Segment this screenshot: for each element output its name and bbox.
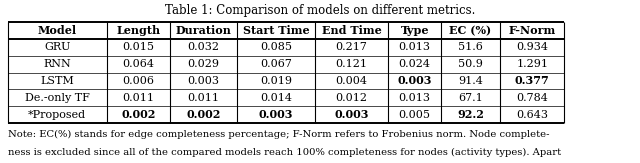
Text: 0.006: 0.006 [122,76,154,86]
Text: Length: Length [116,25,160,36]
Text: *Proposed: *Proposed [28,110,86,120]
Text: 0.643: 0.643 [516,110,548,120]
Text: 0.784: 0.784 [516,93,548,103]
Text: 67.1: 67.1 [458,93,483,103]
Text: End Time: End Time [322,25,381,36]
Text: 0.032: 0.032 [187,42,219,52]
Text: 0.012: 0.012 [336,93,367,103]
Text: 0.121: 0.121 [336,59,367,69]
Text: Type: Type [401,25,429,36]
Text: 0.015: 0.015 [122,42,154,52]
Text: 0.217: 0.217 [336,42,367,52]
Text: Start Time: Start Time [243,25,309,36]
Text: GRU: GRU [44,42,70,52]
Text: 0.002: 0.002 [121,109,156,120]
Text: 0.005: 0.005 [399,110,431,120]
Text: 0.011: 0.011 [187,93,219,103]
Text: LSTM: LSTM [40,76,74,86]
Text: 0.029: 0.029 [187,59,219,69]
Text: 0.002: 0.002 [186,109,220,120]
Text: 0.934: 0.934 [516,42,548,52]
Text: De.-only TF: De.-only TF [25,93,90,103]
Text: F-Norm: F-Norm [509,25,556,36]
Text: 1.291: 1.291 [516,59,548,69]
Text: 0.064: 0.064 [122,59,154,69]
Text: EC (%): EC (%) [449,25,492,36]
Text: Note: EC(%) stands for edge completeness percentage; F-Norm refers to Frobenius : Note: EC(%) stands for edge completeness… [8,130,549,139]
Text: 0.014: 0.014 [260,93,292,103]
Text: 92.2: 92.2 [457,109,484,120]
Text: 0.003: 0.003 [397,75,432,86]
Text: 0.003: 0.003 [259,109,293,120]
Text: 0.085: 0.085 [260,42,292,52]
Text: 0.013: 0.013 [399,42,431,52]
Text: 0.003: 0.003 [335,109,369,120]
Text: Duration: Duration [175,25,231,36]
Text: ness is excluded since all of the compared models reach 100% completeness for no: ness is excluded since all of the compar… [8,148,561,157]
Text: 0.019: 0.019 [260,76,292,86]
Text: 0.011: 0.011 [122,93,154,103]
Text: 0.003: 0.003 [187,76,219,86]
Text: 0.067: 0.067 [260,59,292,69]
Text: RNN: RNN [44,59,71,69]
Text: 50.9: 50.9 [458,59,483,69]
Text: Table 1: Comparison of models on different metrics.: Table 1: Comparison of models on differe… [165,4,475,17]
Text: Model: Model [38,25,77,36]
Text: 0.377: 0.377 [515,75,550,86]
Text: 51.6: 51.6 [458,42,483,52]
Text: 91.4: 91.4 [458,76,483,86]
Text: 0.013: 0.013 [399,93,431,103]
Text: 0.004: 0.004 [336,76,367,86]
Text: 0.024: 0.024 [399,59,431,69]
